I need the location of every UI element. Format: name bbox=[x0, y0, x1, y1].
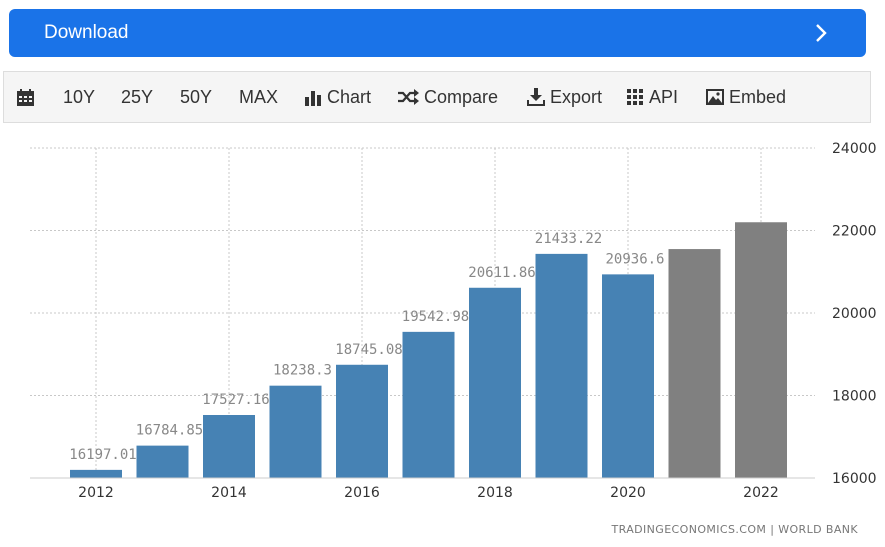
bar-value-label: 20611.86 bbox=[468, 265, 535, 281]
compare-button[interactable]: Compare bbox=[397, 72, 498, 122]
x-tick-label: 2014 bbox=[211, 485, 247, 501]
range-50y-button[interactable]: 50Y bbox=[180, 86, 213, 107]
export-label: Export bbox=[550, 86, 603, 107]
chart-button[interactable]: Chart bbox=[305, 72, 371, 122]
bar-value-label: 18238.3 bbox=[273, 363, 332, 379]
bar bbox=[336, 364, 388, 478]
forecast-bar bbox=[735, 222, 787, 478]
download-label: Download bbox=[44, 22, 129, 43]
bar bbox=[136, 445, 189, 478]
bar bbox=[269, 385, 322, 478]
forecast-bar bbox=[668, 249, 721, 478]
bar bbox=[602, 274, 654, 478]
y-tick-label: 22000 bbox=[832, 224, 877, 240]
y-tick-label: 24000 bbox=[832, 141, 877, 157]
x-tick-label: 2020 bbox=[610, 485, 646, 501]
chevron-right-icon bbox=[814, 22, 828, 44]
x-tick-label: 2016 bbox=[344, 485, 380, 501]
bar-value-label: 18745.08 bbox=[335, 342, 402, 358]
bar bbox=[535, 253, 588, 478]
bar bbox=[469, 287, 521, 478]
calendar-icon bbox=[17, 88, 34, 106]
bar bbox=[402, 331, 455, 478]
chart-label: Chart bbox=[327, 86, 372, 107]
download-icon bbox=[527, 88, 545, 106]
source-credit: TRADINGECONOMICS.COM | WORLD BANK bbox=[611, 523, 858, 536]
bar-value-label: 16197.01 bbox=[69, 447, 136, 463]
chart-toolbar: 10Y 25Y 50Y MAX Chart Compare Export bbox=[3, 71, 871, 123]
range-10y-button[interactable]: 10Y bbox=[63, 86, 96, 107]
y-tick-label: 18000 bbox=[832, 389, 877, 405]
api-label: API bbox=[649, 86, 679, 107]
bar-value-label: 19542.98 bbox=[402, 309, 469, 325]
calendar-button[interactable] bbox=[17, 72, 39, 122]
shuffle-icon bbox=[397, 89, 419, 105]
compare-label: Compare bbox=[424, 86, 499, 107]
export-button[interactable]: Export bbox=[527, 72, 602, 122]
y-tick-label: 16000 bbox=[832, 471, 877, 487]
bar-value-label: 21433.22 bbox=[535, 231, 602, 247]
api-button[interactable]: API bbox=[627, 72, 678, 122]
download-button[interactable]: Download bbox=[9, 9, 866, 57]
bar-value-label: 17527.16 bbox=[202, 392, 269, 408]
x-tick-label: 2022 bbox=[743, 485, 779, 501]
y-tick-label: 20000 bbox=[832, 306, 877, 322]
image-icon bbox=[706, 89, 724, 105]
gdp-bar-chart: 16000 18000 20000 22000 24000 16197.01 16784.8… bbox=[0, 130, 885, 547]
bar-value-label: 20936.6 bbox=[605, 251, 664, 267]
x-tick-label: 2012 bbox=[78, 485, 114, 501]
range-25y-button[interactable]: 25Y bbox=[121, 86, 154, 107]
x-tick-label: 2018 bbox=[477, 485, 513, 501]
bar-value-label: 16784.85 bbox=[136, 423, 203, 439]
embed-label: Embed bbox=[729, 86, 787, 107]
bar-chart-icon bbox=[305, 89, 322, 106]
embed-button[interactable]: Embed bbox=[706, 72, 786, 122]
range-max-button[interactable]: MAX bbox=[239, 86, 279, 107]
bar bbox=[203, 415, 255, 478]
grid-icon bbox=[627, 88, 644, 106]
bar bbox=[70, 469, 122, 478]
